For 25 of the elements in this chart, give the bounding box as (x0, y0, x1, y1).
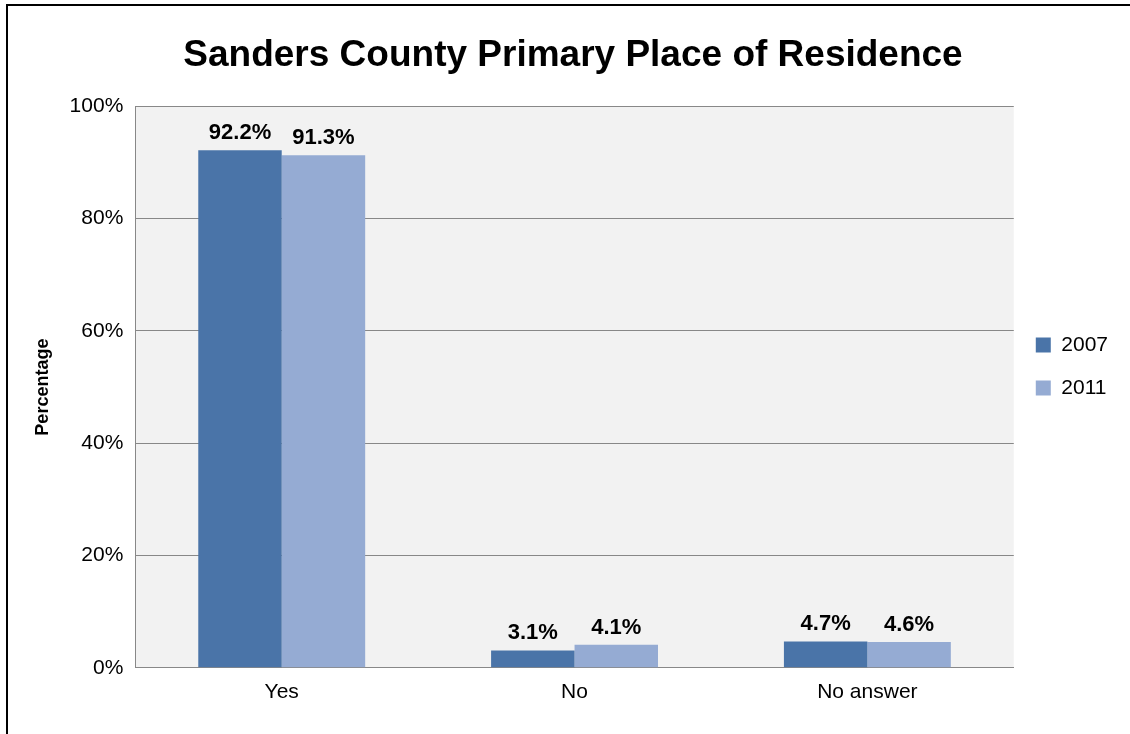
legend-label: 2007 (1061, 331, 1108, 355)
y-tick-label: 0% (92, 654, 124, 678)
y-tick-label: 40% (81, 430, 124, 454)
legend-label: 2011 (1061, 374, 1107, 398)
x-tick-label: Yes (264, 679, 299, 703)
data-label: 92.2% (208, 119, 272, 145)
data-label: 4.1% (591, 613, 642, 639)
y-tick-label: 20% (81, 542, 124, 566)
y-axis-title: Percentage (31, 338, 52, 436)
data-label: 3.1% (507, 619, 558, 645)
y-tick-label: 80% (81, 205, 124, 229)
bar (574, 644, 658, 668)
chart-title: Sanders County Primary Place of Residence (183, 33, 963, 75)
data-label: 4.7% (800, 610, 851, 636)
y-tick-label: 60% (81, 317, 124, 341)
x-tick-label: No (561, 679, 588, 703)
bar (783, 641, 868, 668)
y-tick-label: 100% (69, 93, 124, 117)
data-label: 91.3% (292, 124, 355, 150)
bar (198, 150, 282, 668)
bar (867, 641, 951, 668)
data-label: 4.6% (884, 611, 935, 637)
x-tick-label: No answer (817, 679, 918, 703)
bar (491, 650, 575, 668)
bar (281, 155, 366, 668)
